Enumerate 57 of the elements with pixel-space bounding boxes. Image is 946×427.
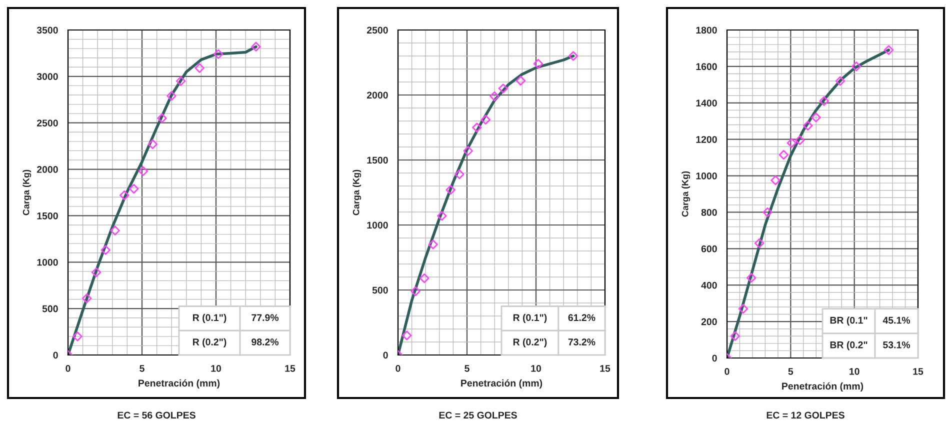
y-tick-label: 1500 — [37, 212, 58, 220]
y-tick-label: 3000 — [36, 73, 58, 80]
y-tick-label: 2500 — [366, 26, 388, 34]
annotation: 53.1% — [883, 341, 910, 348]
y-tick-label: 3500 — [36, 26, 58, 34]
x-tick-label: 0 — [66, 364, 70, 372]
x-tick-label: 10 — [531, 364, 542, 372]
y-tick-label: 1200 — [696, 136, 717, 143]
x-tick-label: 15 — [600, 365, 610, 372]
annotation: 73.2% — [568, 338, 596, 346]
x-tick-label: 5 — [140, 365, 144, 372]
y-tick-label: 1000 — [696, 172, 717, 180]
x-axis-title: Penetración (mm) — [461, 379, 542, 388]
x-tick-label: 0 — [724, 368, 730, 375]
y-tick-label: 0 — [53, 352, 58, 359]
y-tick-label: 1800 — [696, 26, 717, 34]
annotation: BR (0.2" — [830, 341, 868, 350]
annotation: BR (0.1" — [830, 316, 868, 326]
x-tick-label: 0 — [396, 364, 400, 372]
y-axis-title: Carga (Kg) — [22, 170, 32, 216]
y-axis-title: Carga (Kg) — [682, 171, 690, 217]
y-tick-label: 500 — [372, 286, 388, 294]
y-tick-label: 2000 — [36, 166, 58, 173]
annotation: 77.9% — [252, 314, 279, 322]
x-axis-title: Penetración (mm) — [782, 382, 864, 392]
annotation: R (0.1") — [193, 314, 226, 323]
annotation: R (0.2") — [193, 338, 226, 348]
text: EC = 12 GOLPES — [766, 412, 844, 419]
annotation: 61.2% — [568, 314, 596, 322]
y-tick-label: 400 — [701, 282, 717, 289]
x-tick-label: 10 — [850, 368, 860, 375]
annotation: R (0.2") — [513, 338, 547, 348]
x-tick-label: 15 — [913, 368, 924, 375]
y-tick-label: 2500 — [36, 120, 58, 126]
y-tick-label: 0 — [712, 354, 717, 362]
y-tick-label: 200 — [701, 318, 717, 326]
y-tick-label: 1600 — [696, 63, 717, 70]
y-tick-label: 800 — [701, 208, 717, 216]
text: EC = 56 GOLPES — [118, 412, 196, 419]
y-tick-label: 0 — [383, 352, 388, 359]
y-tick-label: 600 — [701, 245, 717, 252]
y-tick-label: 1500 — [367, 156, 388, 164]
y-tick-label: 1000 — [37, 258, 58, 266]
y-tick-label: 500 — [42, 305, 58, 312]
x-tick-label: 15 — [285, 365, 296, 372]
x-tick-label: 5 — [788, 368, 794, 375]
y-tick-label: 1000 — [367, 222, 388, 229]
y-tick-label: 2000 — [366, 92, 388, 99]
text: EC = 25 GOLPES — [439, 412, 517, 419]
x-axis-title: Penetración (mm) — [138, 379, 220, 388]
x-tick-label: 10 — [211, 364, 222, 372]
x-tick-label: 5 — [464, 365, 470, 372]
annotation: 98.2% — [252, 338, 279, 346]
annotation: R (0.1") — [513, 314, 547, 323]
y-axis-title: Carga (Kg) — [352, 170, 362, 216]
y-tick-label: 1400 — [696, 100, 717, 107]
annotation: 45.1% — [882, 316, 910, 324]
